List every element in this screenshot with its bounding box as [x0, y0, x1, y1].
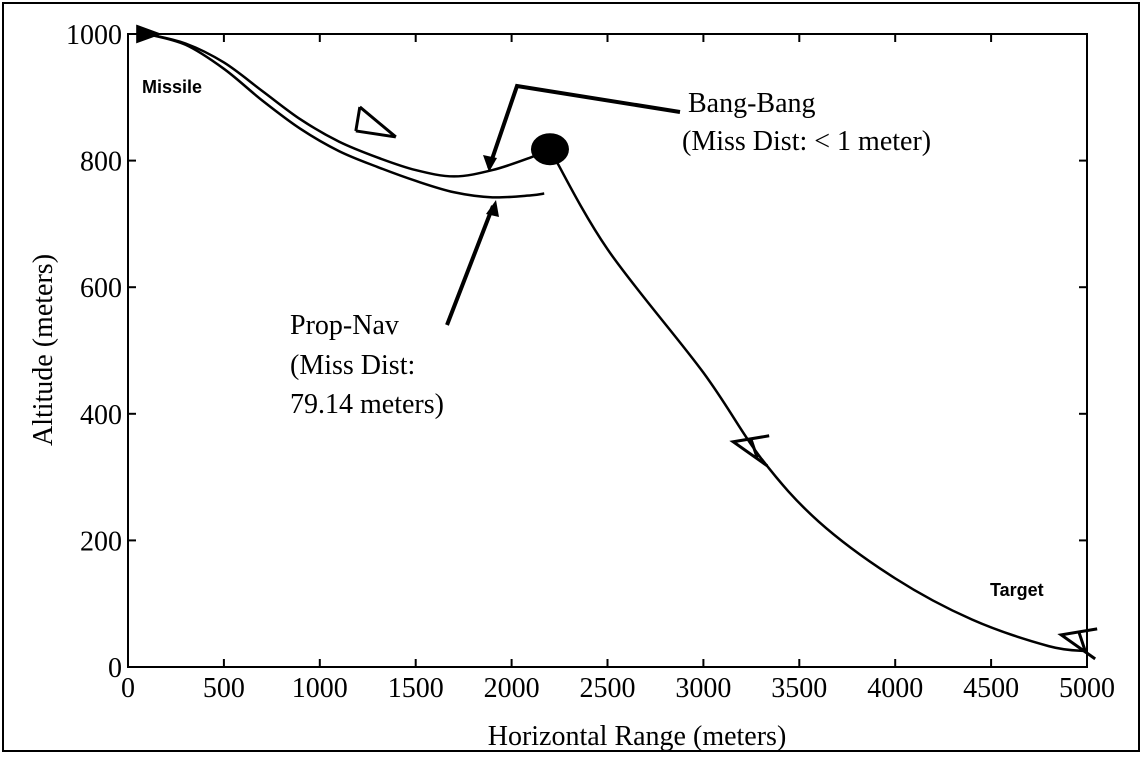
series-line-target: [548, 148, 1088, 653]
bangbang-title: Bang-Bang: [688, 88, 816, 119]
propnav-miss-2: 79.14 meters): [290, 389, 444, 420]
x-tick-label: 2000: [484, 673, 540, 704]
bangbang-miss: (Miss Dist: < 1 meter): [682, 126, 931, 157]
x-axis-ticks: 0 500 1000 1500 2000 2500 3000 3500 4000 4500 5000: [121, 34, 1115, 704]
y-tick-label: 600: [80, 273, 122, 304]
intercept-point: [530, 133, 569, 166]
target-label: Target: [990, 580, 1044, 600]
markers: [136, 24, 1098, 661]
x-tick-label: 1000: [292, 673, 348, 704]
y-tick-label: 200: [80, 526, 122, 557]
target-end-marker-icon: [1057, 627, 1098, 661]
missile-label: Missile: [142, 77, 202, 97]
y-axis-label: Altitude (meters): [28, 254, 59, 446]
x-tick-label: 500: [203, 673, 245, 704]
x-tick-label: 5000: [1059, 673, 1115, 704]
y-tick-label: 400: [80, 400, 122, 431]
y-tick-label: 0: [108, 653, 122, 684]
y-tick-label: 1000: [66, 20, 122, 51]
missile-marker-icon: [354, 105, 397, 139]
plot-area: [127, 33, 1088, 668]
x-tick-label: 3500: [771, 673, 827, 704]
x-tick-label: 4000: [867, 673, 923, 704]
x-tick-label: 4500: [963, 673, 1019, 704]
bangbang-arrowhead: [483, 155, 497, 172]
series-line-bang-bang: [146, 32, 551, 178]
y-axis-ticks: 0 200 400 600 800 1000: [66, 20, 1087, 684]
x-tick-label: 1500: [388, 673, 444, 704]
x-tick-label: 0: [121, 673, 135, 704]
series-lines: [146, 32, 1088, 653]
bangbang-arrow: [487, 83, 681, 169]
missile-start-marker-icon: [136, 24, 163, 44]
x-tick-label: 3000: [675, 673, 731, 704]
y-tick-label: 800: [80, 147, 122, 178]
x-axis-label: Horizontal Range (meters): [488, 721, 787, 752]
propnav-miss-1: (Miss Dist:: [290, 350, 415, 381]
target-marker-icon: [729, 434, 770, 468]
x-tick-label: 2500: [580, 673, 636, 704]
propnav-arrow: [445, 205, 495, 326]
series-line-prop-nav: [146, 32, 545, 199]
propnav-title: Prop-Nav: [290, 310, 399, 341]
propnav-arrowhead: [486, 200, 499, 217]
